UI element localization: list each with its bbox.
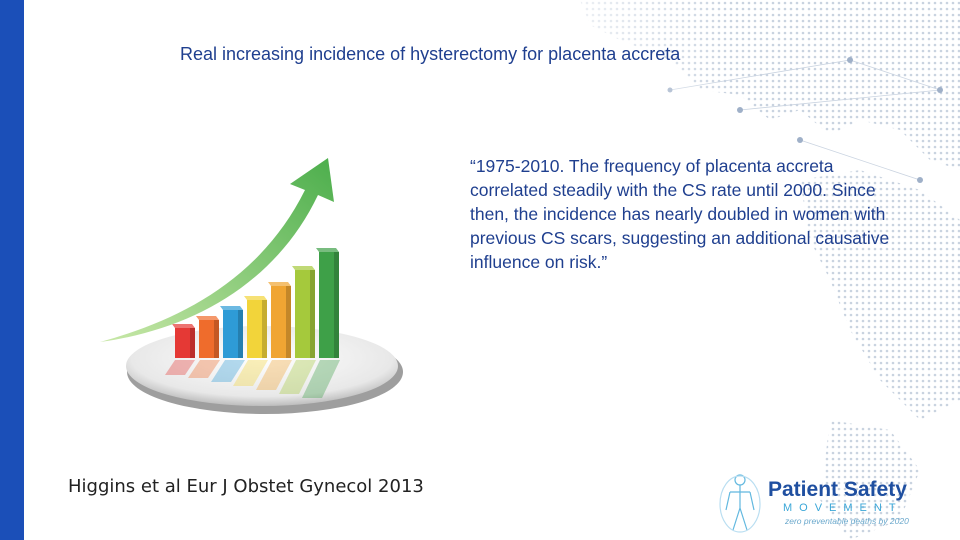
bar-shade <box>238 310 243 358</box>
slide-title: Real increasing incidence of hysterectom… <box>180 44 681 64</box>
human-figure-icon <box>719 474 761 533</box>
bar-shade <box>262 300 267 358</box>
bar-top <box>172 324 195 328</box>
bars <box>172 248 339 358</box>
bar-top <box>196 316 219 320</box>
bar-top <box>244 296 267 300</box>
bar-top <box>292 266 315 270</box>
world-map-dots <box>500 0 960 540</box>
growth-chart-illustration <box>100 158 403 414</box>
bar <box>319 252 339 358</box>
bar <box>199 320 219 358</box>
bar-top <box>316 248 339 252</box>
bar <box>175 328 195 358</box>
left-accent-bar <box>0 0 24 540</box>
bar <box>295 270 315 358</box>
logo-name: Patient Safety <box>768 478 907 501</box>
bar-shade <box>214 320 219 358</box>
bar-shade <box>310 270 315 358</box>
growth-arrow <box>100 158 334 342</box>
bar-top <box>268 282 291 286</box>
bar <box>223 310 243 358</box>
quote-text: “1975-2010. The frequency of placenta ac… <box>470 156 890 272</box>
bar-top <box>220 306 243 310</box>
patient-safety-logo <box>719 474 761 533</box>
bar-shade <box>190 328 195 358</box>
logo-tagline: zero preventable deaths by 2020 <box>785 516 909 526</box>
bar-shade <box>334 252 339 358</box>
bar-reflections <box>165 360 340 398</box>
logo-subtitle: MOVEMENT <box>783 502 903 514</box>
citation: Higgins et al Eur J Obstet Gynecol 2013 <box>68 476 424 497</box>
bar <box>271 286 291 358</box>
bar-shade <box>286 286 291 358</box>
bar <box>247 300 267 358</box>
